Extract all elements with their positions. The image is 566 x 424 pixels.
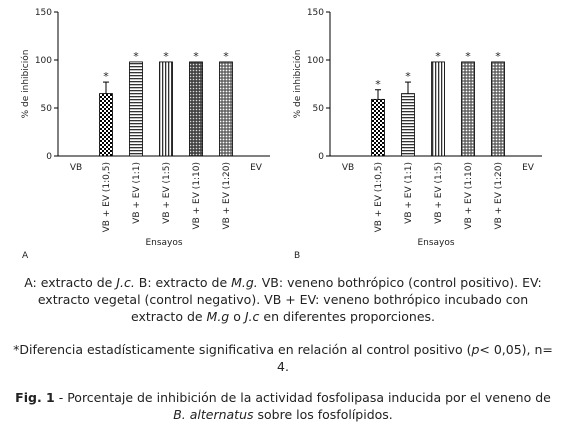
y-tick-label: 0 bbox=[46, 152, 52, 162]
bar bbox=[431, 61, 445, 157]
significance-mark: * bbox=[223, 50, 229, 63]
caption-text: B: extracto de bbox=[134, 275, 232, 290]
caption-text: - Porcentaje de inhibición de la activid… bbox=[54, 390, 551, 405]
caption-text: Fig. 1 bbox=[15, 390, 55, 405]
bar bbox=[99, 93, 113, 157]
caption-text: M.g bbox=[206, 309, 230, 324]
caption-text: B. alternatus bbox=[173, 407, 254, 422]
y-axis-label: % de inhibición bbox=[292, 50, 303, 119]
significance-mark: * bbox=[193, 50, 199, 63]
bar bbox=[371, 98, 385, 157]
caption-text: VB: veneno bothrópico (control positivo)… bbox=[37, 275, 542, 324]
caption-text: J.c. bbox=[116, 275, 135, 290]
x-tick-label: VB + EV (1:1) bbox=[132, 162, 142, 224]
significance-mark: * bbox=[103, 70, 109, 83]
x-tick-label: VB bbox=[342, 163, 354, 173]
y-tick-label: 150 bbox=[307, 8, 324, 18]
caption-text: M.g. bbox=[231, 275, 258, 290]
caption-text: sobre los fosfolípidos. bbox=[253, 407, 393, 422]
panel-label: A bbox=[22, 251, 29, 261]
y-axis-label: % de inhibición bbox=[20, 50, 31, 119]
x-tick-label: VB + EV (1:0,5) bbox=[374, 162, 384, 232]
caption-text: A: extracto de bbox=[24, 275, 117, 290]
x-tick-label: VB + EV (1:20) bbox=[222, 162, 232, 230]
bar bbox=[189, 61, 203, 157]
bar bbox=[129, 61, 143, 157]
bar bbox=[401, 93, 415, 157]
caption-text: *Diferencia estadísticamente significati… bbox=[13, 342, 472, 357]
x-tick-label: VB + EV (1:10) bbox=[464, 162, 474, 230]
x-tick-label: VB + EV (1:1) bbox=[404, 162, 414, 224]
caption-legend: A: extracto de J.c. B: extracto de M.g. … bbox=[12, 274, 554, 325]
x-tick-label: VB + EV (1:20) bbox=[494, 162, 504, 230]
y-tick-label: 50 bbox=[313, 104, 325, 114]
significance-mark: * bbox=[465, 50, 471, 63]
caption-text: o bbox=[229, 309, 245, 324]
caption-figure: Fig. 1 - Porcentaje de inhibición de la … bbox=[12, 389, 554, 423]
caption-text: en diferentes proporciones. bbox=[259, 309, 436, 324]
x-axis-label: Ensayos bbox=[145, 238, 182, 248]
caption-text: < 0,05), n= 4. bbox=[277, 342, 553, 374]
y-tick-label: 50 bbox=[41, 104, 53, 114]
significance-mark: * bbox=[163, 50, 169, 63]
x-tick-label: EV bbox=[522, 163, 535, 173]
panel-label: B bbox=[294, 251, 300, 261]
caption-note: *Diferencia estadísticamente significati… bbox=[12, 341, 554, 375]
bar bbox=[219, 61, 233, 157]
bar bbox=[491, 61, 505, 157]
x-tick-label: EV bbox=[250, 163, 263, 173]
bar bbox=[461, 61, 475, 157]
caption-text: J.c bbox=[244, 309, 260, 324]
x-tick-label: VB bbox=[70, 163, 82, 173]
figure-charts: 0 50 100 150 % de inhibición Ensayos A VB VB + E… bbox=[20, 8, 542, 261]
y-tick-label: 0 bbox=[318, 152, 324, 162]
significance-mark: * bbox=[375, 78, 381, 91]
significance-mark: * bbox=[405, 70, 411, 83]
y-tick-label: 100 bbox=[35, 56, 52, 66]
x-tick-label: VB + EV (1:0,5) bbox=[102, 162, 112, 232]
x-tick-label: VB + EV (1:5) bbox=[162, 162, 172, 224]
x-tick-label: VB + EV (1:5) bbox=[434, 162, 444, 224]
significance-mark: * bbox=[495, 50, 501, 63]
y-tick-label: 100 bbox=[307, 56, 324, 66]
bar bbox=[159, 61, 173, 157]
caption-text: p bbox=[471, 342, 480, 357]
x-axis-label: Ensayos bbox=[417, 238, 454, 248]
x-tick-label: VB + EV (1:10) bbox=[192, 162, 202, 230]
y-tick-label: 150 bbox=[35, 8, 52, 18]
significance-mark: * bbox=[435, 50, 441, 63]
significance-mark: * bbox=[133, 50, 139, 63]
